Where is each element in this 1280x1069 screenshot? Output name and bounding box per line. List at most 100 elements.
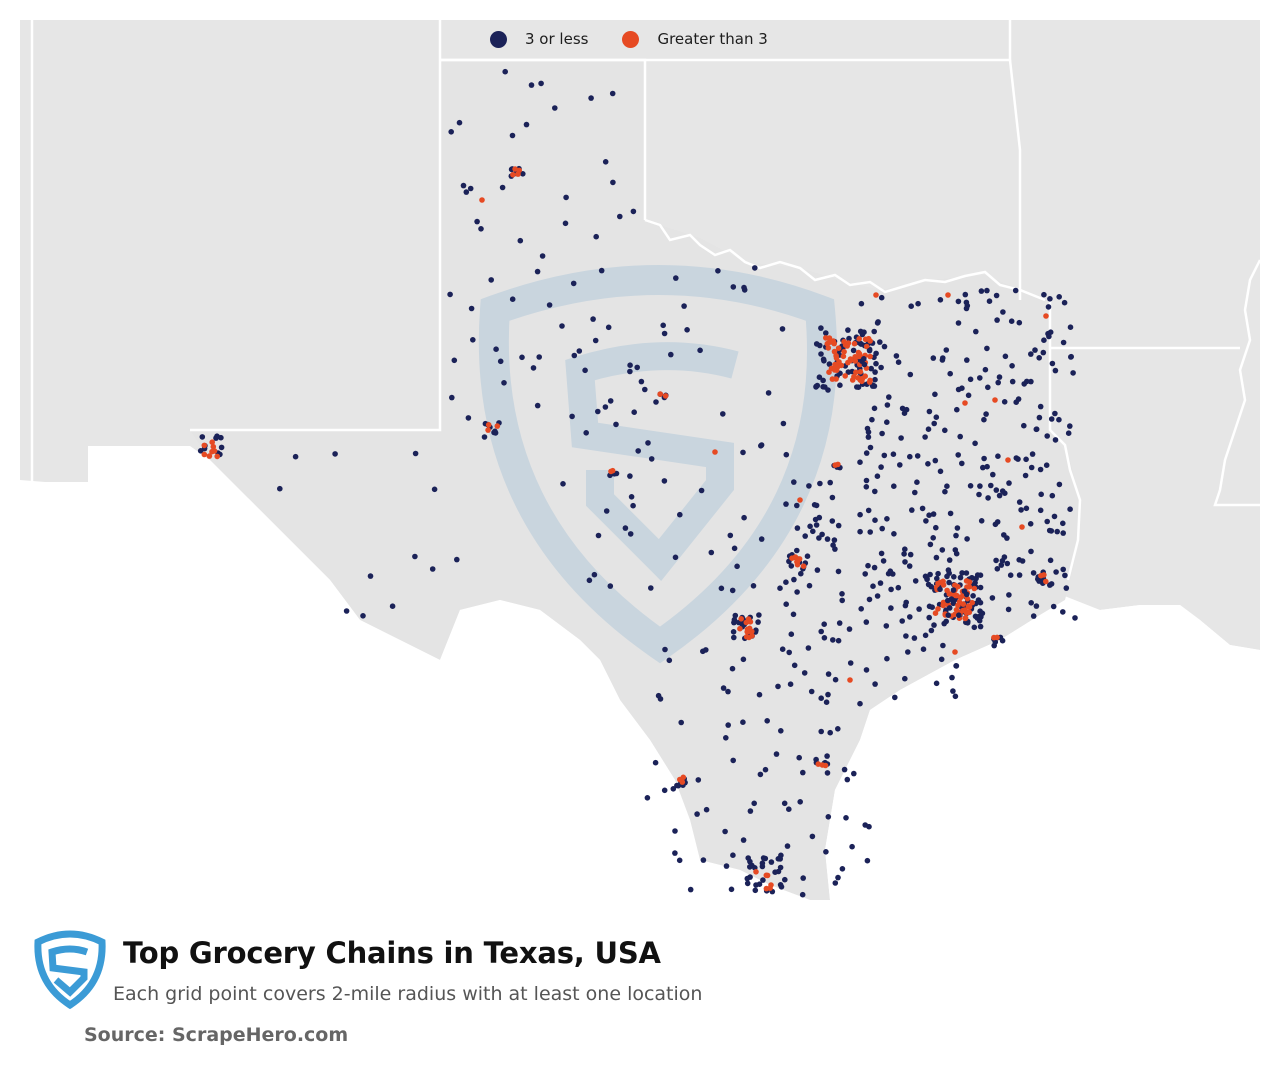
grid-point-low [957, 433, 963, 440]
grid-point-high [1019, 524, 1025, 530]
grid-point-low [502, 68, 509, 75]
grid-point-low [999, 488, 1006, 494]
grid-point-low [895, 359, 902, 366]
grid-point-high [957, 594, 964, 600]
grid-point-low [493, 346, 499, 353]
logo-shield-outline [34, 930, 106, 1010]
grid-point-low [676, 857, 683, 864]
grid-point-low [920, 646, 927, 652]
grid-point-low [943, 347, 950, 353]
grid-point-low [857, 511, 863, 518]
grid-point-low [865, 507, 872, 514]
grid-point-low [1038, 491, 1044, 498]
grid-point-low [979, 610, 986, 617]
grid-point-low [673, 275, 679, 281]
grid-point-low [1037, 403, 1044, 410]
grid-point-low [1036, 578, 1042, 584]
grid-point-low [844, 776, 851, 783]
grid-point-low [830, 637, 836, 643]
grid-point-low [877, 580, 884, 586]
grid-point-low [570, 280, 577, 287]
grid-point-high [1041, 572, 1047, 578]
grid-point-low [933, 414, 940, 421]
grid-point-low [677, 511, 683, 518]
grid-point-low [1036, 414, 1043, 421]
grid-point-low [622, 525, 629, 531]
grid-point-low [902, 546, 908, 552]
grid-point-low [816, 535, 822, 541]
grid-point-low [783, 579, 789, 585]
grid-point-low [791, 576, 797, 583]
grid-point-low [799, 891, 806, 898]
grid-point-low [907, 551, 914, 558]
grid-point-low [538, 80, 544, 87]
grid-point-high [852, 358, 859, 364]
grid-point-low [534, 268, 541, 275]
grid-point-low [813, 522, 820, 528]
grid-point-low [519, 354, 525, 361]
grid-point-low [847, 660, 854, 666]
grid-point-low [915, 300, 921, 307]
grid-point-low [872, 488, 878, 495]
grid-point-high [944, 587, 950, 594]
grid-point-high [201, 442, 208, 449]
grid-point-low [791, 662, 798, 669]
grid-point-low [1019, 558, 1026, 564]
grid-point-high [955, 583, 961, 590]
grid-point-low [905, 649, 911, 655]
grid-point-low [946, 605, 953, 611]
grid-point-low [1070, 370, 1076, 376]
grid-point-low [807, 523, 813, 530]
grid-point-low [995, 379, 1001, 386]
grid-point-low [720, 411, 726, 417]
grid-point-low [1045, 304, 1052, 310]
grid-point-low [994, 566, 1001, 572]
grid-point-low [592, 337, 599, 344]
grid-point-low [865, 434, 872, 440]
grid-point-low [827, 479, 833, 486]
grid-point-high [833, 355, 840, 361]
grid-point-low [977, 375, 983, 381]
grid-point-low [953, 532, 959, 539]
grid-point-high [849, 377, 856, 383]
grid-point-low [992, 521, 999, 528]
grid-point-low [488, 277, 495, 283]
grid-point-low [648, 585, 654, 591]
grid-point-low [826, 361, 833, 367]
grid-point-low [871, 405, 878, 412]
grid-point-low [447, 291, 453, 298]
grid-point-low [899, 618, 905, 624]
grid-point-low [959, 570, 965, 576]
grid-point-low [821, 621, 827, 627]
grid-point-low [740, 656, 747, 663]
grid-point-low [804, 553, 811, 559]
grid-point-low [1046, 333, 1052, 340]
grid-point-low [824, 536, 831, 542]
grid-point-low [429, 566, 436, 572]
state-borders [30, 20, 1262, 581]
grid-point-low [470, 337, 476, 343]
grid-point-low [718, 585, 725, 592]
grid-point-low [818, 351, 824, 357]
scrapehero-shield-icon [34, 930, 106, 1010]
grid-point-low [806, 483, 812, 489]
grid-point-low [965, 392, 972, 399]
grid-point-low [747, 864, 753, 870]
grid-point-low [788, 563, 795, 569]
grid-point-low [720, 685, 727, 691]
grid-point-high [749, 628, 755, 635]
grid-point-low [832, 676, 839, 683]
grid-point-low [784, 843, 791, 849]
grid-point-low [638, 378, 645, 385]
grid-point-low [1023, 456, 1029, 463]
grid-point-low [744, 875, 751, 882]
grid-point-high [840, 353, 847, 360]
grid-point-low [1016, 572, 1023, 578]
grid-point-low [878, 364, 884, 371]
grid-point-high [841, 348, 847, 355]
grid-point-low [922, 573, 929, 580]
grid-point-low [940, 642, 946, 649]
grid-point-low [863, 484, 870, 490]
grid-point-low [644, 795, 651, 801]
grid-point-low [448, 129, 455, 135]
